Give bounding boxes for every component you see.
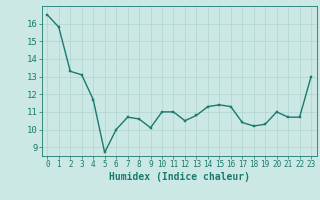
X-axis label: Humidex (Indice chaleur): Humidex (Indice chaleur) [109,172,250,182]
